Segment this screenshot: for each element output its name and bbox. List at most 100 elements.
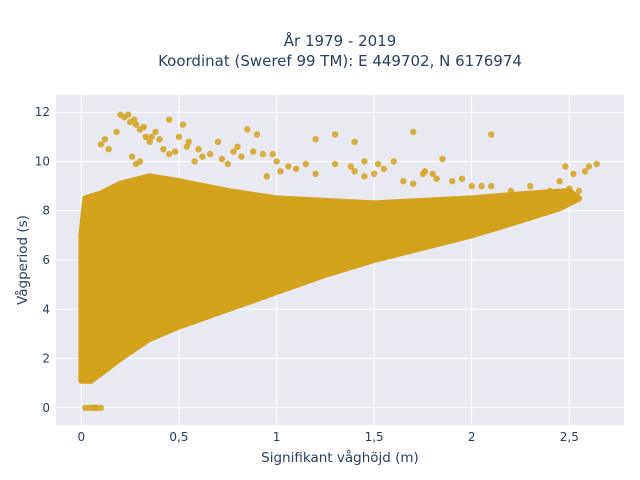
data-point: [191, 158, 198, 165]
data-point: [166, 150, 173, 158]
y-tick-label: 0: [42, 401, 50, 415]
dense-region: [78, 173, 583, 384]
data-point: [263, 173, 270, 180]
data-point: [259, 150, 267, 158]
data-point: [97, 404, 105, 411]
data-point: [449, 178, 456, 185]
data-point: [218, 155, 226, 163]
y-tick-label: 12: [35, 105, 50, 119]
data-point: [238, 153, 245, 160]
data-point: [488, 131, 495, 138]
data-point: [433, 175, 440, 182]
x-axis-ticks: 0 0,5 1 1,5 2 2,5: [78, 430, 579, 444]
data-point: [585, 163, 593, 170]
data-point: [166, 116, 173, 123]
data-point: [148, 133, 155, 141]
data-point: [101, 136, 109, 143]
data-point: [527, 182, 534, 190]
x-axis-title: Signifikant våghöjd (m): [261, 449, 419, 466]
y-tick-label: 4: [42, 302, 50, 316]
data-points: [82, 111, 600, 411]
data-point: [581, 168, 589, 175]
data-point: [185, 138, 192, 145]
data-point: [410, 180, 417, 187]
data-point: [347, 163, 354, 170]
data-point: [91, 404, 99, 411]
data-point: [458, 175, 466, 182]
data-point: [566, 185, 573, 192]
data-point: [556, 178, 563, 185]
y-axis-ticks: 0 2 4 6 8 10 12: [35, 105, 50, 415]
data-point: [152, 128, 159, 136]
dense-point-cloud: [78, 173, 583, 384]
x-tick-label: 1: [273, 430, 281, 444]
data-point: [214, 138, 222, 145]
data-point: [269, 150, 276, 158]
data-point: [312, 136, 319, 143]
x-tick-label: 1,5: [365, 430, 384, 444]
data-point: [400, 178, 407, 185]
data-point: [439, 155, 446, 163]
data-point: [390, 158, 397, 165]
data-point: [199, 153, 206, 160]
chart-title-line-1: År 1979 - 2019: [284, 31, 397, 50]
data-point: [292, 165, 300, 173]
y-tick-label: 6: [42, 253, 50, 267]
data-point: [302, 160, 309, 168]
data-point: [421, 168, 429, 175]
data-point: [146, 138, 153, 145]
data-point: [224, 160, 231, 168]
data-point: [125, 111, 132, 118]
data-point: [97, 141, 105, 148]
data-point: [331, 131, 339, 138]
data-point: [331, 160, 339, 168]
data-point: [244, 126, 251, 133]
data-point: [380, 165, 388, 173]
data-point: [105, 146, 112, 153]
data-point: [132, 121, 140, 128]
data-point: [140, 123, 147, 131]
data-point: [132, 160, 140, 168]
data-point: [179, 121, 187, 128]
y-tick-label: 8: [42, 204, 50, 218]
chart-title-line-2: Koordinat (Sweref 99 TM): E 449702, N 61…: [158, 52, 522, 70]
data-point: [410, 128, 417, 136]
data-point: [234, 143, 241, 150]
data-point: [374, 160, 382, 168]
x-tick-label: 2: [468, 430, 476, 444]
data-point: [171, 148, 179, 155]
data-point: [468, 182, 475, 190]
data-point: [371, 170, 378, 177]
data-point: [361, 173, 368, 180]
data-point: [507, 187, 514, 195]
data-point: [183, 143, 190, 150]
data-point: [562, 163, 569, 170]
data-point: [249, 148, 257, 155]
data-point: [273, 158, 280, 165]
data-point: [488, 182, 495, 190]
x-tick-label: 0: [78, 430, 86, 444]
data-point: [195, 146, 202, 153]
y-tick-label: 2: [42, 352, 50, 366]
data-point: [285, 163, 292, 170]
data-point: [536, 192, 544, 200]
data-point: [429, 170, 436, 177]
x-tick-label: 2,5: [560, 430, 579, 444]
y-tick-label: 10: [35, 154, 50, 168]
data-point: [546, 187, 553, 195]
data-point: [277, 168, 284, 175]
data-point: [113, 128, 120, 136]
data-point: [130, 116, 138, 123]
y-axis-title: Vågperiod (s): [14, 215, 31, 305]
data-point: [207, 150, 214, 158]
data-point: [142, 133, 149, 141]
data-point: [351, 168, 358, 175]
data-point: [175, 133, 183, 141]
data-point: [253, 131, 261, 138]
data-point: [593, 160, 600, 168]
data-point: [312, 170, 319, 177]
data-point: [160, 146, 167, 153]
data-point: [230, 148, 237, 155]
